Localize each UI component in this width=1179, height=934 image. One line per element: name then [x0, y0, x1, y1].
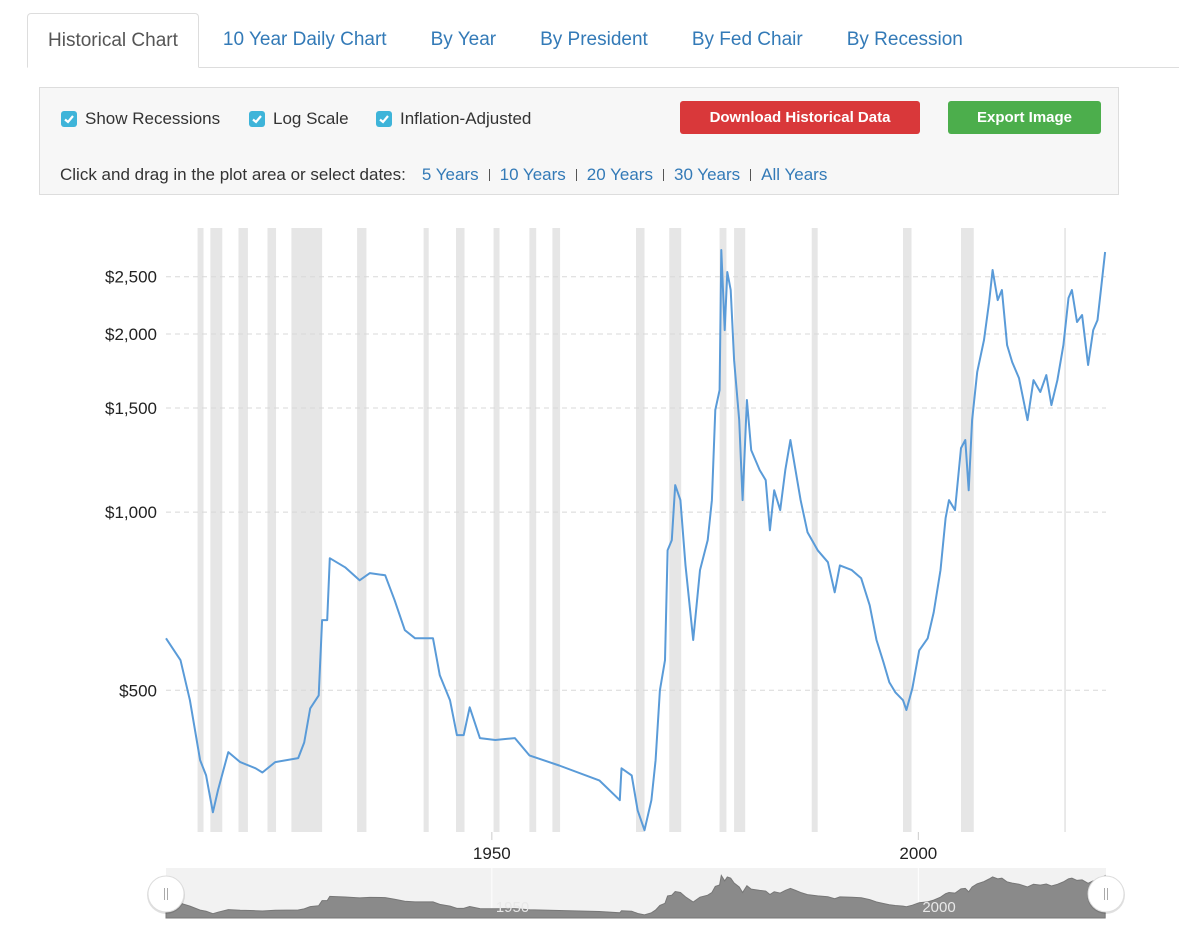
recession-band: [529, 228, 537, 832]
recession-band: [902, 228, 912, 832]
tab[interactable]: By Year: [430, 29, 497, 50]
tab[interactable]: By President: [540, 29, 648, 50]
recession-band: [719, 228, 727, 832]
separator: [488, 169, 490, 181]
recession-band: [493, 228, 500, 832]
recession-band: [423, 228, 429, 832]
separator: [662, 169, 664, 181]
button-label: Export Image: [976, 109, 1073, 126]
date-range-link[interactable]: 5 Years: [421, 165, 479, 184]
recession-band: [811, 228, 818, 832]
date-range-link[interactable]: 20 Years: [586, 165, 653, 184]
date-range-link[interactable]: All Years: [761, 165, 828, 184]
navigator-label: 1950: [496, 899, 529, 916]
checkbox[interactable]: [61, 111, 77, 127]
download-button[interactable]: Download Historical Data: [680, 101, 920, 134]
recession-band: [669, 228, 682, 832]
y-tick-label: $1,000: [105, 503, 157, 522]
y-tick-label: $500: [119, 681, 157, 700]
checkbox-option[interactable]: Show Recessions: [61, 108, 220, 130]
y-tick-label: $1,500: [105, 399, 157, 418]
price-line: [165, 249, 1107, 832]
recession-band: [197, 228, 204, 832]
checkbox[interactable]: [376, 111, 392, 127]
tab[interactable]: By Recession: [846, 29, 963, 50]
check-mark: [64, 115, 74, 124]
checkbox[interactable]: [249, 111, 265, 127]
recession-band: [636, 228, 645, 832]
tab-bar: Historical Chart 10 Year Daily Chart By …: [27, 13, 1179, 68]
navigator-label: 2000: [922, 899, 955, 916]
y-tick-label: $2,500: [105, 268, 157, 287]
export-button[interactable]: Export Image: [948, 101, 1101, 134]
recession-band: [456, 228, 465, 832]
handle: [147, 875, 185, 913]
checkbox-label: Show Recessions: [85, 109, 221, 128]
checkbox-label: Log Scale: [273, 109, 349, 128]
checkbox-option[interactable]: Log Scale: [249, 108, 349, 130]
date-prompt: Click and drag in the plot area or selec…: [60, 165, 406, 184]
separator: [750, 169, 752, 181]
handle: [1087, 875, 1125, 913]
control-panel: Show Recessions Log Scale Inflation-Adju…: [39, 87, 1119, 195]
recession-band: [960, 228, 974, 832]
button-label: Download Historical Data: [709, 109, 891, 126]
tab[interactable]: 10 Year Daily Chart: [222, 29, 387, 50]
y-tick-label: $2,000: [105, 325, 157, 344]
recession-band: [238, 228, 248, 832]
recession-band: [734, 228, 746, 832]
recession-band: [210, 228, 223, 832]
x-tick-label: 2000: [899, 844, 937, 863]
navigator-handle[interactable]: [147, 875, 185, 914]
navigator-handle[interactable]: [1087, 875, 1125, 914]
recession-band: [552, 228, 561, 832]
x-tick-label: 1950: [473, 844, 511, 863]
date-selector: Click and drag in the plot area or selec…: [60, 165, 837, 185]
tab[interactable]: Historical Chart: [27, 13, 199, 68]
checkbox-label: Inflation-Adjusted: [400, 109, 532, 128]
recession-band: [1064, 228, 1066, 832]
separator: [575, 169, 577, 181]
check-mark: [379, 115, 389, 124]
date-range-link[interactable]: 30 Years: [673, 165, 741, 184]
tab[interactable]: By Fed Chair: [691, 29, 803, 50]
checkbox-option[interactable]: Inflation-Adjusted: [376, 108, 531, 130]
recession-band: [357, 228, 367, 832]
check-mark: [252, 115, 262, 124]
date-range-link[interactable]: 10 Years: [499, 165, 566, 184]
recession-band: [267, 228, 277, 832]
navigator-area: [165, 874, 1106, 919]
recession-band: [291, 228, 323, 832]
